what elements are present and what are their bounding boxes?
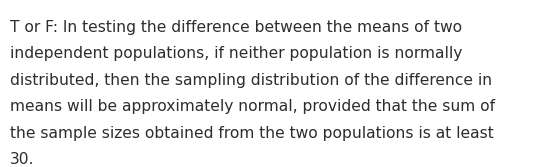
- Text: the sample sizes obtained from the two populations is at least: the sample sizes obtained from the two p…: [10, 126, 494, 141]
- Text: distributed, then the sampling distribution of the difference in: distributed, then the sampling distribut…: [10, 73, 492, 88]
- Text: independent populations, if neither population is normally: independent populations, if neither popu…: [10, 46, 463, 61]
- Text: means will be approximately normal, provided that the sum of: means will be approximately normal, prov…: [10, 99, 495, 114]
- Text: T or F: In testing the difference between the means of two: T or F: In testing the difference betwee…: [10, 20, 462, 35]
- Text: 30.: 30.: [10, 152, 35, 167]
